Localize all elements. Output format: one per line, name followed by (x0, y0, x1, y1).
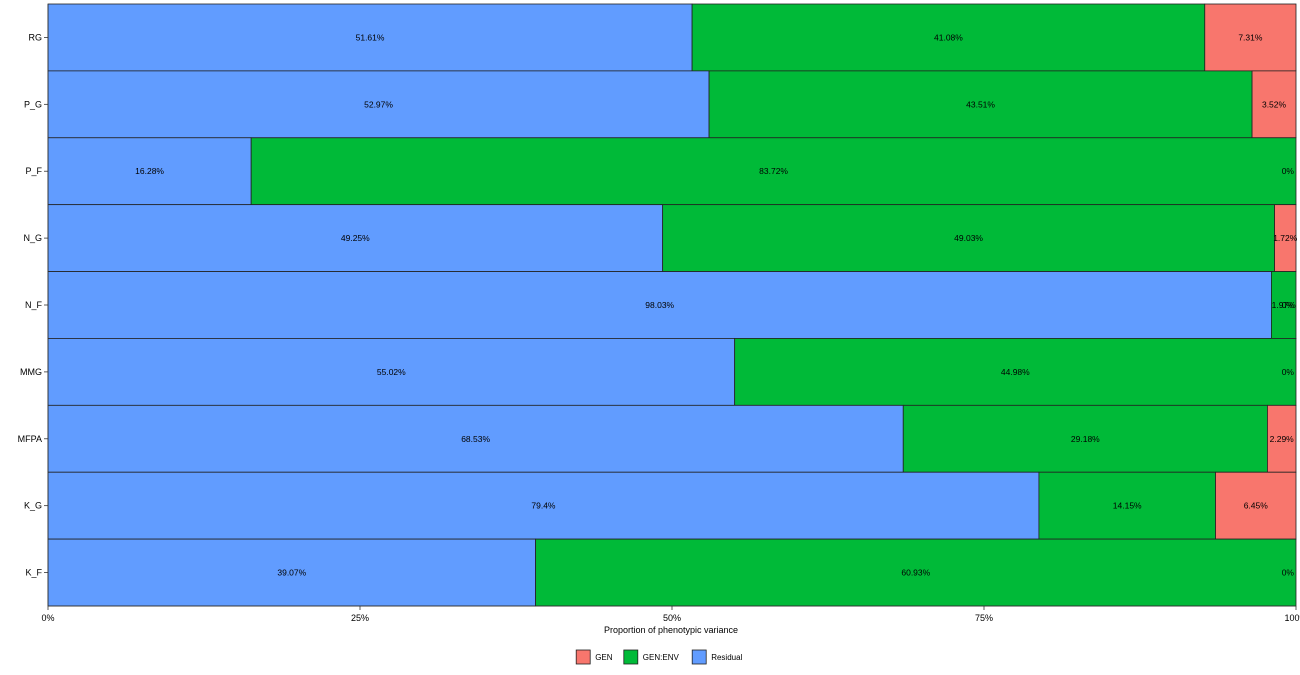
bar-value-label: 83.72% (759, 166, 788, 176)
bar-segment (662, 204, 1275, 272)
y-tick-label: RG (29, 32, 43, 42)
bar-value-label: 79.4% (531, 501, 556, 511)
bar-value-label: 52.97% (364, 99, 393, 109)
y-tick-label: MFPA (18, 434, 42, 444)
bar-value-label: 51.61% (356, 32, 385, 42)
bar-segment (708, 70, 1253, 139)
bar-value-label: 14.15% (1113, 501, 1142, 511)
bar-value-label: 16.28% (135, 166, 164, 176)
bar-value-label: 29.18% (1071, 434, 1100, 444)
bar-value-label: 6.45% (1244, 501, 1269, 511)
legend-label: GEN:ENV (643, 653, 680, 662)
x-tick-label: 0% (41, 613, 54, 623)
y-tick-label: MMG (20, 367, 42, 377)
y-tick-label: N_G (23, 233, 42, 243)
bar-value-label: 98.03% (645, 300, 674, 310)
bar-segment (691, 3, 1206, 72)
y-tick-label: N_F (25, 300, 43, 310)
bar-segment (1251, 70, 1297, 139)
bar-segment (47, 3, 693, 72)
bar-labels-layer: 51.61% 41.08% 7.31% 52.97% 43.51% 3.52% 16.28%… (135, 32, 1298, 577)
legend-swatch (575, 649, 591, 665)
y-tick-label: P_G (24, 99, 42, 109)
bar-value-label: 0% (1282, 367, 1295, 377)
bar-value-label: 41.08% (934, 32, 963, 42)
bar-segment (47, 404, 904, 473)
legend-swatch (691, 649, 707, 665)
bars-layer (47, 3, 1297, 607)
bar-segment (535, 538, 1297, 607)
y-axis: RG P_G P_F N_G N_F MMG MFPA K_G K_F (18, 4, 49, 606)
bar-value-label: 3.52% (1262, 99, 1287, 109)
x-tick-label: 100% (1284, 613, 1300, 623)
bar-segment (1271, 271, 1297, 339)
legend-label: GEN (595, 653, 613, 662)
bar-value-label: 0% (1282, 568, 1295, 578)
bar-segment (47, 70, 710, 139)
bar-value-label: 0% (1282, 300, 1295, 310)
bar-segment (1267, 404, 1297, 473)
x-axis-title: Proportion of phenotypic variance (604, 625, 738, 635)
legend: GEN GEN:ENV Residual (575, 649, 743, 665)
bar-value-label: 1.72% (1273, 233, 1298, 243)
bar-segment (1038, 471, 1216, 540)
bar-segment (1215, 471, 1297, 540)
bar-value-label: 7.31% (1238, 32, 1263, 42)
y-tick-label: K_F (25, 568, 42, 578)
bar-segment (47, 338, 736, 406)
bar-segment (47, 471, 1040, 540)
x-axis: 0% 25% 50% 75% 100% (41, 605, 1300, 623)
bar-value-label: 44.98% (1001, 367, 1030, 377)
y-tick-label: K_G (24, 501, 42, 511)
bar-value-label: 49.03% (954, 233, 983, 243)
y-tick-label: P_F (25, 166, 42, 176)
bar-value-label: 43.51% (966, 99, 995, 109)
bar-segment (734, 338, 1297, 406)
bar-value-label: 39.07% (277, 568, 306, 578)
x-tick-label: 75% (975, 613, 993, 623)
legend-swatch (623, 649, 639, 665)
bar-segment (250, 137, 1297, 206)
bar-value-label: 0% (1282, 166, 1295, 176)
bar-value-label: 55.02% (377, 367, 406, 377)
legend-label: Residual (711, 653, 742, 662)
bar-segment (1204, 3, 1297, 72)
bar-segment (902, 404, 1268, 473)
bar-value-label: 2.29% (1270, 434, 1295, 444)
bar-value-label: 49.25% (341, 233, 370, 243)
bar-value-label: 68.53% (461, 434, 490, 444)
x-tick-label: 25% (351, 613, 369, 623)
bar-segment (47, 538, 536, 607)
bar-value-label: 1.97% (1272, 300, 1297, 310)
bar-value-label: 60.93% (901, 568, 930, 578)
x-tick-label: 50% (663, 613, 681, 623)
